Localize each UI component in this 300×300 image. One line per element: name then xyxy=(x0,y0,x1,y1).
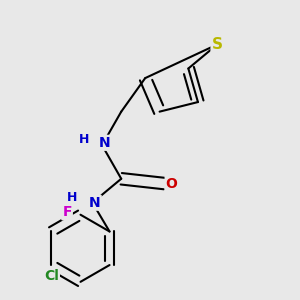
Text: N: N xyxy=(89,196,101,210)
Text: F: F xyxy=(62,205,72,219)
Text: S: S xyxy=(212,37,223,52)
Text: O: O xyxy=(166,177,178,190)
Text: N: N xyxy=(99,136,110,150)
Text: H: H xyxy=(67,191,77,204)
Text: Cl: Cl xyxy=(44,268,59,283)
Text: H: H xyxy=(79,133,89,146)
